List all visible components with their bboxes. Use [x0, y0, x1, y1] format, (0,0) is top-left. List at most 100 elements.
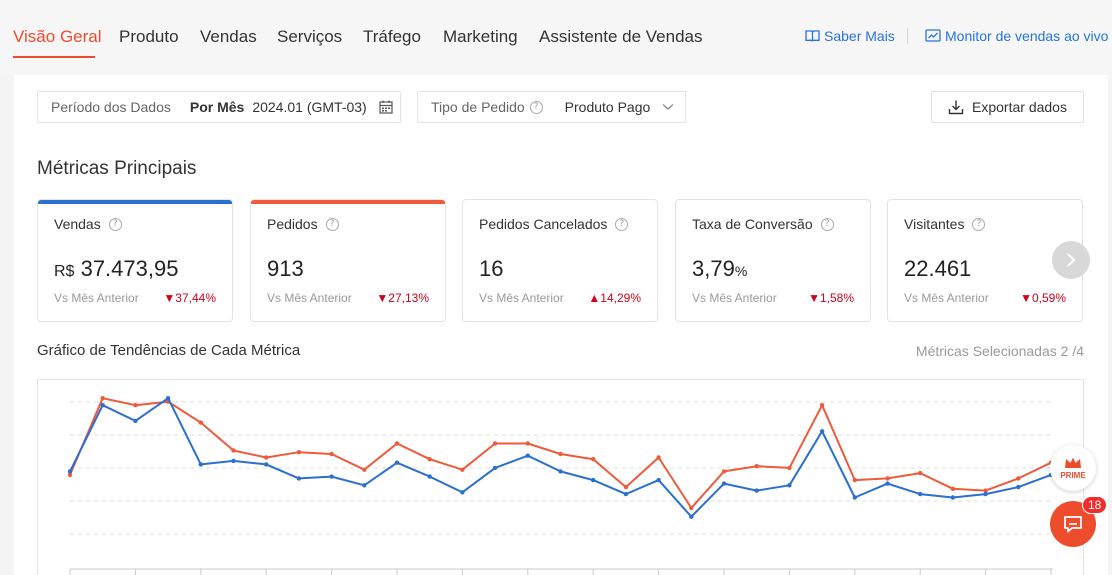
order-type-value: Produto Pago [564, 99, 651, 115]
metric-card-pedidos[interactable]: Pedidos ? 913 Vs Mês Anterior ▼27,13% [250, 199, 446, 322]
trend-chart-title: Gráfico de Tendências de Cada Métrica [37, 342, 301, 359]
data-point-vendas [329, 474, 334, 479]
help-icon[interactable]: ? [820, 217, 834, 231]
period-value: 2024.01 (GMT-03) [252, 99, 367, 115]
card-change: ▼27,13% [376, 291, 429, 305]
up-arrow-icon: ▲ [588, 291, 601, 305]
data-point-vendas [950, 495, 956, 500]
card-selected-bar [251, 200, 445, 204]
data-point-pedidos [656, 455, 661, 460]
card-title: Pedidos [267, 216, 318, 232]
card-comparison-label: Vs Mês Anterior [904, 291, 989, 305]
card-change: ▼1,58% [808, 291, 854, 305]
data-point-vendas [100, 403, 105, 408]
period-filter[interactable]: Período dos Dados Por Mês 2024.01 (GMT-0… [37, 91, 401, 123]
card-comparison-label: Vs Mês Anterior [479, 291, 564, 305]
data-point-vendas [754, 488, 759, 493]
data-point-pedidos [460, 467, 465, 472]
data-point-pedidos [264, 455, 269, 460]
data-point-pedidos [492, 441, 498, 446]
book-icon [805, 30, 820, 42]
card-value-number: 37.473,95 [80, 256, 179, 281]
data-point-pedidos [525, 441, 530, 446]
order-type-filter[interactable]: Tipo de Pedido ? Produto Pago [417, 91, 686, 123]
card-percent-suffix: % [734, 263, 748, 279]
card-change-value: 27,13% [388, 291, 429, 305]
selected-metrics-count: Métricas Selecionadas 2 /4 [915, 343, 1084, 359]
monitor-vendas-label: Monitor de vendas ao vivo [945, 28, 1109, 44]
data-point-pedidos [852, 477, 857, 483]
chevron-right-icon [1067, 253, 1076, 267]
data-point-pedidos [427, 457, 432, 462]
data-point-pedidos [67, 472, 73, 478]
tab-vendas[interactable]: Vendas [200, 27, 257, 46]
next-cards-button[interactable] [1052, 241, 1090, 279]
chat-icon [1064, 516, 1082, 533]
data-point-pedidos [754, 464, 759, 469]
help-icon[interactable]: ? [325, 217, 339, 231]
card-value: 3,79% [692, 256, 747, 282]
trend-chart-container [37, 379, 1084, 575]
data-point-vendas [231, 458, 236, 464]
card-title-row: Taxa de Conversão ? [692, 216, 834, 232]
card-currency-prefix: R$ [54, 263, 75, 280]
data-point-pedidos [885, 476, 890, 481]
card-change-value: 14,29% [600, 291, 641, 305]
export-data-button[interactable]: Exportar dados [931, 91, 1084, 123]
data-point-vendas [558, 469, 563, 474]
card-change-value: 1,58% [819, 291, 854, 305]
down-arrow-icon: ▼ [163, 291, 176, 305]
data-point-vendas [296, 476, 302, 481]
tab-marketing[interactable]: Marketing [443, 27, 518, 46]
metric-card-pedidos-cancelados[interactable]: Pedidos Cancelados ? 16 Vs Mês Anterior … [462, 199, 658, 322]
data-point-pedidos [983, 488, 988, 493]
tab-visao-geral[interactable]: Visão Geral [13, 27, 102, 46]
tab-trafego[interactable]: Tráfego [363, 27, 421, 46]
card-comparison-label: Vs Mês Anterior [267, 291, 352, 305]
metrics-section-title: Métricas Principais [37, 158, 197, 179]
tab-servicos[interactable]: Serviços [277, 27, 343, 46]
period-mode: Por Mês [189, 99, 245, 115]
card-title-row: Visitantes ? [904, 216, 986, 232]
data-point-pedidos [1016, 476, 1021, 481]
help-icon[interactable]: ? [529, 100, 543, 114]
monitor-vendas-link[interactable]: Monitor de vendas ao vivo [925, 28, 1108, 44]
card-change: ▲14,29% [588, 291, 641, 305]
data-point-vendas [656, 477, 661, 483]
prime-badge-button[interactable]: PRIME [1050, 445, 1096, 491]
card-title-row: Vendas ? [54, 216, 122, 232]
data-point-vendas [591, 477, 596, 483]
data-point-pedidos [623, 484, 629, 490]
data-point-vendas [983, 491, 988, 497]
help-icon[interactable]: ? [615, 217, 629, 231]
tab-produto[interactable]: Produto [119, 27, 179, 46]
order-type-label: Tipo de Pedido [431, 99, 525, 115]
metric-card-taxa-de-conversao[interactable]: Taxa de Conversão ? 3,79% Vs Mês Anterio… [675, 199, 871, 322]
chevron-down-icon [662, 104, 674, 110]
series-line-vendas [69, 397, 1052, 518]
help-icon[interactable]: ? [972, 217, 986, 231]
saber-mais-link[interactable]: Saber Mais [805, 28, 895, 44]
card-title: Taxa de Conversão [692, 216, 813, 232]
card-value: R$ 37.473,95 [54, 256, 178, 282]
tab-assistente-de-vendas[interactable]: Assistente de Vendas [539, 27, 703, 46]
data-point-pedidos [133, 403, 138, 408]
card-title-row: Pedidos ? [267, 216, 339, 232]
card-title: Pedidos Cancelados [479, 216, 608, 232]
data-point-vendas [165, 396, 171, 401]
data-point-pedidos [558, 451, 563, 457]
metric-card-vendas[interactable]: Vendas ? R$ 37.473,95 Vs Mês Anterior ▼3… [37, 199, 233, 322]
data-point-vendas [492, 465, 498, 471]
card-selected-bar [38, 200, 232, 204]
download-icon [948, 100, 964, 115]
card-title-row: Pedidos Cancelados ? [479, 216, 629, 232]
card-change: ▼37,44% [163, 291, 216, 305]
card-change-value: 0,59% [1031, 291, 1066, 305]
data-point-pedidos [296, 450, 302, 455]
data-point-vendas [721, 481, 727, 486]
metric-card-visitantes[interactable]: Visitantes ? 22.461 Vs Mês Anterior ▼0,5… [887, 199, 1083, 322]
export-data-label: Exportar dados [972, 99, 1067, 115]
help-icon[interactable]: ? [108, 217, 122, 231]
data-point-vendas [362, 483, 367, 488]
active-tab-indicator [13, 56, 95, 58]
